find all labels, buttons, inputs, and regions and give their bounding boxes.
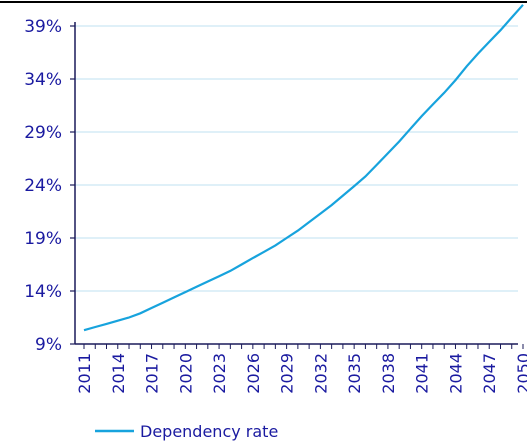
x-tick-label: 2047 [480,353,499,394]
y-axis-ticks: 9% 14% 19% 24% 29% 34% 39% [24,17,75,355]
y-tick-label: 29% [24,123,62,143]
x-tick-label: 2032 [311,353,330,394]
y-tick-label: 34% [24,70,62,90]
series-line-dependency-rate [83,4,524,332]
y-tick-label: 39% [24,17,62,37]
legend-label-dependency-rate: Dependency rate [140,422,278,441]
x-tick-label: 2041 [413,353,432,394]
legend: Dependency rate [95,422,278,441]
x-tick-label: 2029 [278,353,297,394]
y-tick-label: 14% [24,282,62,302]
axes [74,22,518,345]
x-axis-ticks: 2011 2014 2017 2020 2023 2026 2029 2032 2035 2038… [75,344,527,394]
x-tick-label: 2017 [143,353,162,394]
x-tick-label: 2044 [446,353,465,394]
x-tick-label: 2011 [75,353,94,394]
x-tick-label: 2020 [176,353,195,394]
grid-lines [75,25,518,292]
x-tick-label: 2038 [379,353,398,394]
y-tick-label: 19% [24,229,62,249]
x-tick-label: 2026 [244,353,263,394]
x-tick-label: 2014 [109,353,128,394]
x-tick-label: 2050 [514,353,527,394]
y-tick-label: 9% [35,335,62,355]
y-tick-label: 24% [24,176,62,196]
x-tick-label: 2035 [345,353,364,394]
x-tick-label: 2023 [210,353,229,394]
